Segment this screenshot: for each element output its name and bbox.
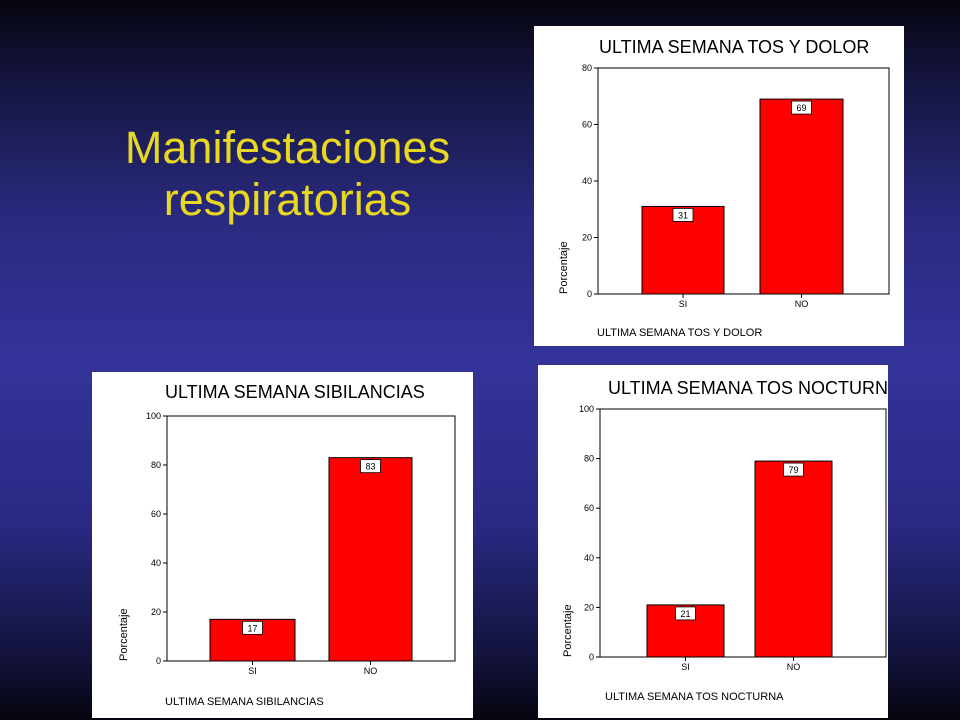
chart-panel-tos-nocturna: ULTIMA SEMANA TOS NOCTURNA 0 20 40 60 80 100 21… [538,365,888,718]
y-tick-label: 20 [582,233,592,243]
chart-title: ULTIMA SEMANA TOS Y DOLOR [599,37,869,57]
x-axis-title: ULTIMA SEMANA TOS Y DOLOR [597,327,762,339]
slide-title: Manifestaciones respiratorias [85,122,490,226]
chart-title: ULTIMA SEMANA SIBILANCIAS [165,382,425,402]
y-tick-label: 80 [582,63,592,73]
bar-no [754,460,833,658]
y-tick-label: 60 [582,120,592,130]
slide-title-line-1: Manifestaciones [124,122,451,173]
x-axis-title: ULTIMA SEMANA SIBILANCIAS [165,696,324,708]
chart-title: ULTIMA SEMANA TOS NOCTURNA [608,378,888,398]
x-tick-label: SI [681,662,690,672]
chart-tos-dolor: ULTIMA SEMANA TOS Y DOLOR 0 20 40 60 80 31 SI 69… [558,37,890,339]
y-tick-label: 100 [146,411,161,421]
y-tick-label: 100 [579,404,594,414]
data-label-box [672,208,694,222]
bar-no [759,98,844,295]
chart-sibilancias: ULTIMA SEMANA SIBILANCIAS 0 20 40 60 80 100 17 S… [118,382,456,708]
x-tick-label: NO [364,666,378,676]
y-tick-label: 0 [587,289,592,299]
data-label-box [791,100,812,115]
bar-si [641,205,725,295]
chart-panel-sibilancias: ULTIMA SEMANA SIBILANCIAS 0 20 40 60 80 100 17 S… [92,372,473,718]
y-tick-label: 60 [584,503,594,513]
y-tick-label: 40 [582,176,592,186]
y-tick-label: 20 [151,607,161,617]
y-axis-title: Porcentaje [118,608,130,661]
data-label: 79 [788,465,798,475]
y-axis-title: Porcentaje [558,241,570,294]
y-tick-label: 40 [584,553,594,563]
plot-frame [599,408,887,658]
y-tick-label: 80 [151,460,161,470]
y-tick-label: 40 [151,558,161,568]
data-label: 83 [365,462,375,472]
x-tick-label: SI [679,299,688,309]
x-tick-label: NO [787,662,801,672]
chart-tos-nocturna: ULTIMA SEMANA TOS NOCTURNA 0 20 40 60 80 100 21… [562,378,888,703]
y-tick-label: 0 [589,652,594,662]
data-label: 17 [247,623,257,633]
data-label-box [360,459,381,474]
plot-frame [166,415,456,662]
y-tick-label: 0 [156,656,161,666]
data-label-box [783,462,804,477]
data-label: 21 [680,609,690,619]
x-tick-label: SI [248,666,257,676]
data-label: 31 [678,210,688,220]
y-tick-label: 60 [151,509,161,519]
x-tick-label: NO [795,299,809,309]
y-tick-label: 20 [584,602,594,612]
chart-panel-tos-dolor: ULTIMA SEMANA TOS Y DOLOR 0 20 40 60 80 31 SI 69… [534,26,904,346]
data-label-box [242,620,263,635]
bar-no [328,457,413,662]
y-axis-title: Porcentaje [562,604,574,657]
data-label: 69 [796,103,806,113]
x-axis-title: ULTIMA SEMANA TOS NOCTURNA [605,691,784,703]
slide-title-line-2: respiratorias [163,174,412,225]
data-label-box [675,606,696,621]
y-tick-label: 80 [584,454,594,464]
